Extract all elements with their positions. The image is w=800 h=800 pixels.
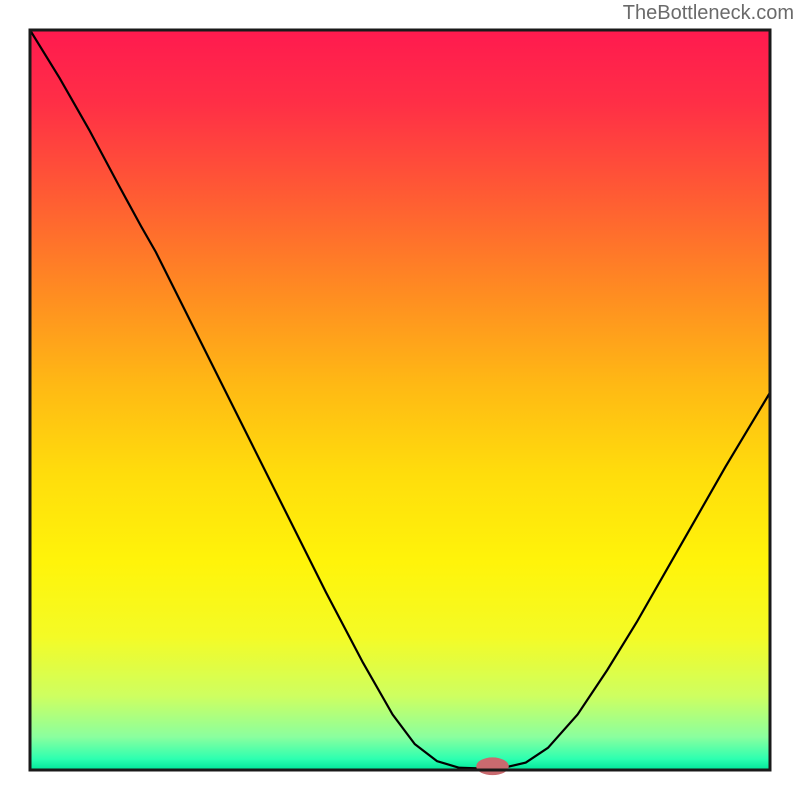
bottleneck-chart	[0, 0, 800, 800]
plot-background	[30, 30, 770, 770]
optimal-point-marker	[476, 757, 509, 775]
watermark-text: TheBottleneck.com	[623, 2, 794, 25]
chart-container: TheBottleneck.com	[0, 0, 800, 800]
